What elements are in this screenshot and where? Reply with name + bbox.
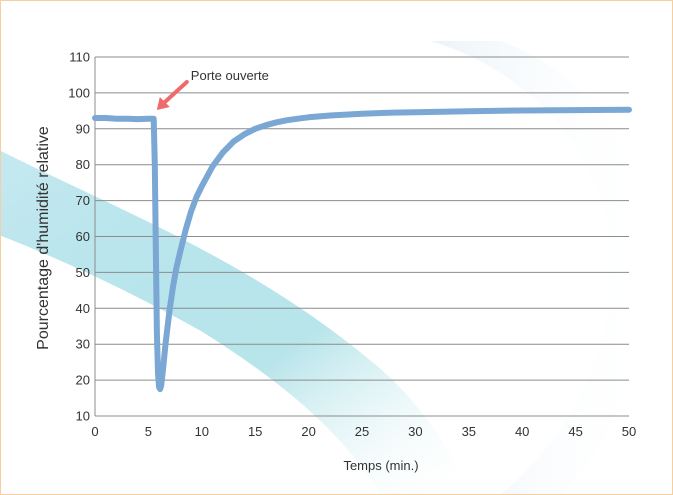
series	[92, 106, 632, 393]
y-axis-title: Pourcentage d'humidité relative	[35, 126, 52, 350]
annotation-arrowhead	[156, 97, 170, 111]
x-tick-label: 10	[195, 424, 209, 439]
x-tick-label: 30	[408, 424, 422, 439]
y-tick-label: 30	[76, 337, 90, 352]
x-tick-label: 0	[91, 424, 98, 439]
y-tick-label: 60	[76, 229, 90, 244]
series-line-0	[92, 106, 632, 393]
tick-labels: 10 20 30 40 50 60 70 80 90 100 110 0 5 10 15 20 25 30 35 40…	[68, 50, 636, 440]
y-tick-label: 110	[69, 50, 90, 65]
y-tick-label: 50	[76, 265, 90, 280]
y-tick-label: 10	[76, 409, 90, 424]
y-tick-label: 40	[76, 301, 90, 316]
x-tick-label: 35	[462, 424, 476, 439]
background-swoosh	[1, 151, 471, 494]
x-tick-label: 50	[622, 424, 636, 439]
x-axis-title: Temps (min.)	[343, 458, 418, 473]
x-tick-label: 45	[568, 424, 582, 439]
y-tick-label: 20	[76, 373, 90, 388]
y-tick-label: 90	[76, 121, 90, 136]
annotations: Porte ouverte	[156, 68, 269, 111]
annotation-arrow	[161, 80, 189, 106]
x-tick-label: 25	[355, 424, 369, 439]
x-tick-label: 40	[515, 424, 529, 439]
x-tick-label: 15	[248, 424, 262, 439]
background-swoosh-light	[431, 41, 654, 494]
y-tick-label: 80	[76, 157, 90, 172]
gridlines	[95, 56, 629, 417]
x-tick-label: 20	[301, 424, 315, 439]
x-tick-label: 5	[145, 424, 152, 439]
y-tick-label: 100	[68, 85, 90, 100]
annotation-label: Porte ouverte	[191, 68, 269, 83]
y-tick-label: 70	[76, 193, 90, 208]
